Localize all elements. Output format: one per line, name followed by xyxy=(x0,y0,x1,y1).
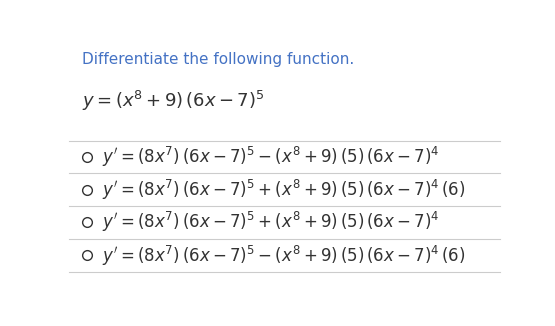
Text: $y' = (8x^{7})\,(6x-7)^{5} - (x^{8}+9)\,(5)\,(6x-7)^{4}\,(6)$: $y' = (8x^{7})\,(6x-7)^{5} - (x^{8}+9)\,… xyxy=(102,244,465,268)
Text: $y' = (8x^{7})\,(6x-7)^{5} + (x^{8}+9)\,(5)\,(6x-7)^{4}$: $y' = (8x^{7})\,(6x-7)^{5} + (x^{8}+9)\,… xyxy=(102,210,439,234)
Text: $y' = (8x^{7})\,(6x-7)^{5} - (x^{8}+9)\,(5)\,(6x-7)^{4}$: $y' = (8x^{7})\,(6x-7)^{5} - (x^{8}+9)\,… xyxy=(102,145,439,169)
Text: $y' = (8x^{7})\,(6x-7)^{5} + (x^{8}+9)\,(5)\,(6x-7)^{4}\,(6)$: $y' = (8x^{7})\,(6x-7)^{5} + (x^{8}+9)\,… xyxy=(102,178,465,202)
Text: Differentiate the following function.: Differentiate the following function. xyxy=(82,52,355,67)
Text: $y = (x^{8}+9)\,(6x-7)^{5}$: $y = (x^{8}+9)\,(6x-7)^{5}$ xyxy=(82,89,265,113)
